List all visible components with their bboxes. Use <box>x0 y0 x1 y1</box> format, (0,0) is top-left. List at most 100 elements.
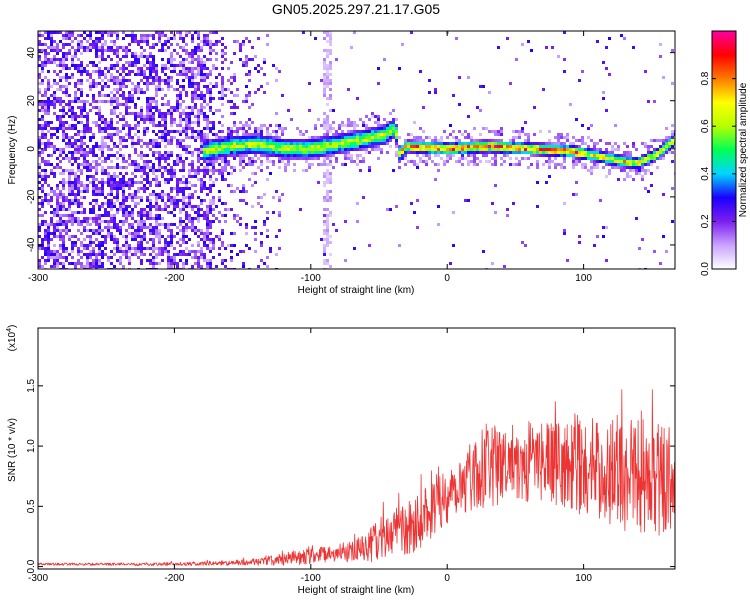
spectrogram-cell <box>44 58 47 61</box>
spectrogram-cell <box>179 97 182 100</box>
spectrogram-cell <box>233 76 236 79</box>
spectrogram-cell <box>62 139 65 142</box>
spectrogram-cell <box>161 217 164 220</box>
spectrogram-cell <box>224 220 227 223</box>
spectrogram-cell <box>83 184 86 187</box>
spectrogram-cell <box>404 145 407 148</box>
spectrogram-cell <box>344 151 347 154</box>
spectrogram-cell <box>152 226 155 229</box>
spectrogram-cell <box>470 136 473 139</box>
spectrogram-cell <box>437 151 440 154</box>
spectrogram-cell <box>170 232 173 235</box>
spectrogram-cell <box>80 169 83 172</box>
spectrogram-cell <box>128 91 131 94</box>
spectrogram-cell <box>476 148 479 151</box>
spectrogram-cell <box>218 142 221 145</box>
spectrogram-cell <box>200 157 203 160</box>
spectrogram-cell <box>224 94 227 97</box>
spectrogram-cell <box>74 67 77 70</box>
spectrogram-cell <box>176 226 179 229</box>
spectrogram-cell <box>188 31 191 34</box>
spectrogram-cell <box>641 160 644 163</box>
spectrogram-cell <box>317 151 320 154</box>
spectrogram-cell <box>206 226 209 229</box>
spectrogram-cell <box>371 112 374 115</box>
spectrogram-cell <box>659 262 662 265</box>
spectrogram-cell <box>215 52 218 55</box>
spectrogram-cell <box>116 82 119 85</box>
spectrogram-cell <box>92 211 95 214</box>
spectrogram-cell <box>200 181 203 184</box>
spectrogram-cell <box>353 133 356 136</box>
spectrogram-cell <box>320 154 323 157</box>
spectrogram-cell <box>527 166 530 169</box>
spectrogram-cell <box>140 262 143 265</box>
spectrogram-cell <box>428 145 431 148</box>
spectrogram-cell <box>653 139 656 142</box>
spectrogram-cell <box>356 163 359 166</box>
spectrogram-cell <box>245 61 248 64</box>
spectrogram-cell <box>671 124 674 127</box>
spectrogram-cell <box>92 253 95 256</box>
spectrogram-cell <box>251 172 254 175</box>
spectrogram-cell <box>47 37 50 40</box>
spectrogram-cell <box>362 130 365 133</box>
spectrogram-cell <box>137 142 140 145</box>
spectrogram-cell <box>221 148 224 151</box>
spectrogram-cell <box>221 178 224 181</box>
spectrogram-cell <box>221 76 224 79</box>
spectrogram-cell <box>98 127 101 130</box>
spectrogram-cell <box>80 145 83 148</box>
spectrogram-cell <box>317 118 320 121</box>
spectrogram-cell <box>512 145 515 148</box>
spectrogram-cell <box>59 103 62 106</box>
spectrogram-cell <box>209 208 212 211</box>
spectrogram-cell <box>212 148 215 151</box>
spectrogram-cell <box>191 196 194 199</box>
spectrogram-cell <box>626 163 629 166</box>
spectrogram-cell <box>206 157 209 160</box>
spectrogram-cell <box>71 172 74 175</box>
spectrogram-cell <box>329 241 332 244</box>
spectrogram-cell <box>188 187 191 190</box>
spectrogram-cell <box>461 142 464 145</box>
spectrogram-cell <box>590 151 593 154</box>
spectrogram-cell <box>563 148 566 151</box>
spectrogram-cell <box>272 145 275 148</box>
spectrogram-cell <box>86 253 89 256</box>
spectrogram-cell <box>326 142 329 145</box>
spectrogram-cell <box>554 136 557 139</box>
spectrogram-cell <box>92 154 95 157</box>
spectrogram-cell <box>164 136 167 139</box>
spectrogram-cell <box>62 256 65 259</box>
spectrogram-cell <box>554 151 557 154</box>
spectrogram-cell <box>125 103 128 106</box>
spectrogram-cell <box>134 160 137 163</box>
spectrogram-cell <box>302 157 305 160</box>
spectrogram-cell <box>179 220 182 223</box>
spectrogram-cell <box>446 148 449 151</box>
spectrogram-cell <box>161 250 164 253</box>
spectrogram-cell <box>269 172 272 175</box>
spectrogram-cell <box>506 151 509 154</box>
spectrogram-cell <box>608 37 611 40</box>
spectrogram-cell <box>629 154 632 157</box>
spectrogram-cell <box>212 238 215 241</box>
spectrogram-cell <box>329 160 332 163</box>
spectrogram-cell <box>266 229 269 232</box>
spectrogram-cell <box>233 157 236 160</box>
spectrogram-cell <box>158 235 161 238</box>
spectrogram-cell <box>62 52 65 55</box>
spectrogram-cell <box>248 145 251 148</box>
spectrogram-cell <box>125 100 128 103</box>
spectrogram-cell <box>206 73 209 76</box>
spectrogram-cell <box>149 205 152 208</box>
spectrogram-cell <box>332 151 335 154</box>
spectrogram-cell <box>38 151 41 154</box>
spectrogram-cell <box>110 79 113 82</box>
spectrogram-cell <box>482 139 485 142</box>
spectrogram-cell <box>170 124 173 127</box>
spectrogram-cell <box>197 31 200 34</box>
spectrogram-cell <box>95 163 98 166</box>
